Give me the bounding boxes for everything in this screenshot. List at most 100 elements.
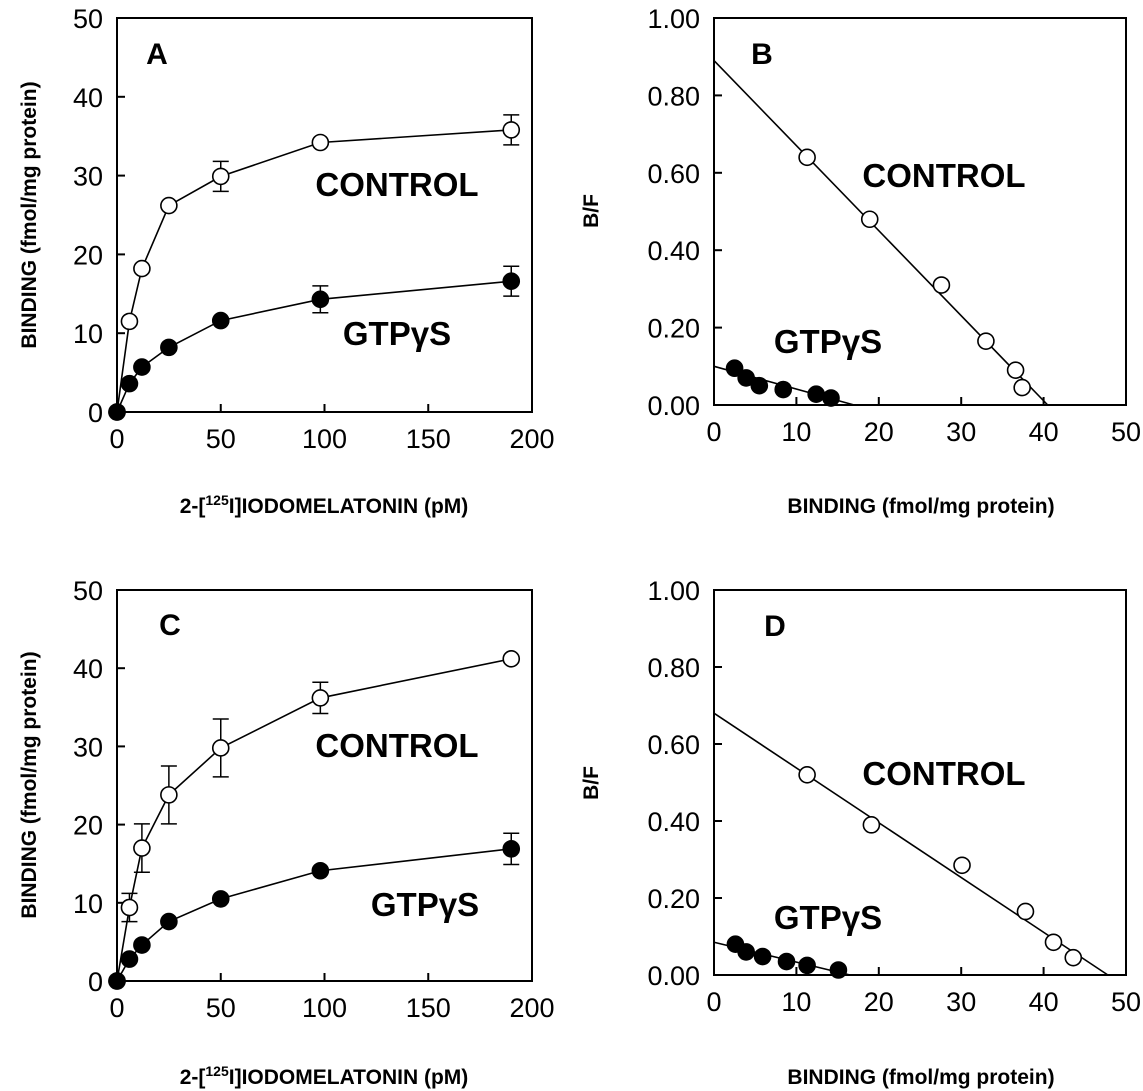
data-point <box>133 839 151 857</box>
y-tick-label: 10 <box>73 889 103 919</box>
data-point <box>502 121 521 139</box>
y-tick-label: 0.60 <box>647 730 700 760</box>
data-point <box>798 956 816 975</box>
data-point <box>777 952 796 971</box>
x-tick-label: 30 <box>946 417 976 447</box>
y-tick-label: 0.40 <box>647 807 700 837</box>
series-gtpgs: GTPγS <box>108 832 521 990</box>
data-point <box>120 898 139 917</box>
x-tick-label: 100 <box>302 993 347 1023</box>
x-tick-label: 50 <box>206 993 236 1023</box>
x-tick-label: 10 <box>781 417 811 447</box>
y-tick-label: 30 <box>73 162 103 192</box>
x-tick-label: 150 <box>406 993 451 1023</box>
panel-b: 0 10 20 30 40 50 0.00 0.20 0.40 0.60 0.80 1.00 BINDI… <box>580 4 1141 518</box>
data-point <box>108 403 126 421</box>
x-tick-label: 50 <box>1111 417 1141 447</box>
x-tick-label: 30 <box>946 987 976 1017</box>
data-point <box>1016 902 1035 921</box>
y-tick-label: 1.00 <box>647 576 700 606</box>
data-point <box>862 816 881 834</box>
y-tick-label: 20 <box>73 240 103 270</box>
y-tick-label: 0.20 <box>647 884 700 914</box>
y-axis-label: BINDING (fmol/mg protein) <box>18 651 41 918</box>
x-tick-label: 20 <box>864 987 894 1017</box>
series-label: CONTROL <box>315 166 478 203</box>
x-axis-label: 2-[125I]IODOMELATONIN (pM) <box>180 492 469 518</box>
data-point <box>977 332 995 350</box>
data-point <box>1013 378 1031 397</box>
data-point <box>798 148 816 167</box>
series-gtpgs: GTPγS <box>713 323 882 407</box>
x-tick-label: 0 <box>706 417 721 447</box>
fit-line <box>713 60 1049 406</box>
data-point <box>502 272 521 290</box>
series-label: GTPγS <box>774 899 882 936</box>
series-label: CONTROL <box>862 755 1025 792</box>
series-control: CONTROL <box>108 650 521 990</box>
data-point <box>160 196 178 215</box>
plot-frame <box>116 17 533 413</box>
y-tick-label: 0.80 <box>647 81 700 111</box>
data-point <box>160 912 178 931</box>
panel-c: 0 50 100 150 200 0 10 20 30 40 50 2-[125I]IODOMELAT… <box>18 576 555 1089</box>
series-control: CONTROL <box>713 712 1109 976</box>
y-tick-label: 1.00 <box>647 4 700 34</box>
series-label: GTPγS <box>371 886 479 923</box>
panel-letter: C <box>159 609 181 642</box>
data-point <box>860 210 879 229</box>
series-control: CONTROL <box>713 60 1049 406</box>
series-label: GTPγS <box>774 323 882 360</box>
series-label: GTPγS <box>343 315 451 352</box>
data-point <box>311 689 330 707</box>
data-point <box>932 276 951 294</box>
y-tick-label: 20 <box>73 811 103 841</box>
panel-d: 0 10 20 30 40 50 0.00 0.20 0.40 0.60 0.80 1.00 BINDI… <box>580 576 1141 1089</box>
data-point <box>120 312 139 331</box>
y-tick-label: 0.00 <box>647 961 700 991</box>
x-axis-label: 2-[125I]IODOMELATONIN (pM) <box>180 1063 469 1089</box>
panel-letter: A <box>146 38 168 71</box>
x-tick-label: 20 <box>864 417 894 447</box>
y-axis-label: BINDING (fmol/mg protein) <box>18 81 41 348</box>
x-tick-label: 50 <box>206 424 236 454</box>
y-tick-label: 0 <box>88 398 103 428</box>
x-tick-label: 40 <box>1029 987 1059 1017</box>
data-point <box>798 765 816 784</box>
y-tick-label: 0.00 <box>647 391 700 421</box>
data-point <box>725 359 744 378</box>
fit-line <box>713 712 1109 976</box>
series-label: CONTROL <box>315 727 478 764</box>
y-tick-label: 0.20 <box>647 314 700 344</box>
y-axis-label: B/F <box>580 194 603 228</box>
data-point <box>829 961 848 979</box>
data-point <box>753 947 772 966</box>
data-point <box>211 311 230 330</box>
data-point <box>311 290 330 309</box>
series-label: CONTROL <box>862 157 1025 194</box>
data-point <box>160 786 178 804</box>
y-tick-label: 30 <box>73 732 103 762</box>
y-axis-label: B/F <box>580 766 603 800</box>
x-tick-label: 200 <box>509 424 554 454</box>
y-tick-label: 50 <box>73 576 103 606</box>
data-point <box>1044 933 1063 952</box>
data-point <box>211 739 230 757</box>
data-point <box>160 338 178 357</box>
data-point <box>211 890 230 908</box>
data-point <box>737 943 755 961</box>
data-point <box>502 650 521 668</box>
series-control: CONTROL <box>108 114 521 421</box>
y-tick-label: 10 <box>73 319 103 349</box>
data-point <box>1064 948 1083 967</box>
y-tick-label: 0 <box>88 967 103 997</box>
data-point <box>807 385 825 403</box>
x-tick-label: 0 <box>109 993 124 1023</box>
x-axis-label: BINDING (fmol/mg protein) <box>787 495 1054 518</box>
series-gtpgs: GTPγS <box>108 265 521 421</box>
data-point <box>822 389 840 407</box>
x-tick-label: 200 <box>509 993 554 1023</box>
x-tick-label: 40 <box>1029 417 1059 447</box>
data-point <box>108 972 126 990</box>
